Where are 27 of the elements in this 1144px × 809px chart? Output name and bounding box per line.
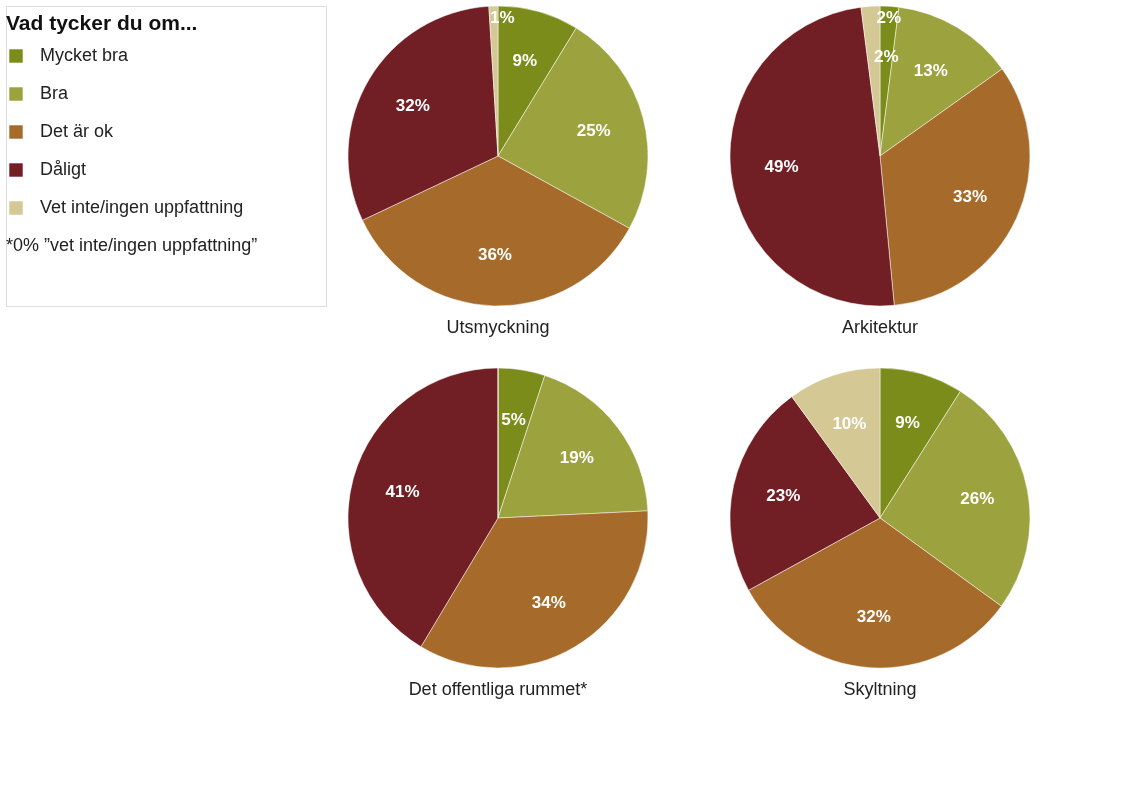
data-label: 9%	[512, 50, 538, 70]
data-label: 36%	[477, 244, 512, 264]
text: Skyltning	[843, 679, 917, 699]
text: Utsmyckning	[446, 317, 550, 337]
text: *0% ”vet inte/ingen uppfattning”	[6, 235, 258, 255]
data-label: 9%	[895, 412, 920, 432]
data-label: 23%	[766, 486, 801, 506]
data-label: 25%	[576, 120, 611, 140]
data-label: 19%	[559, 448, 594, 468]
legend-label: Det är ok	[40, 121, 115, 141]
data-label: 26%	[960, 489, 995, 509]
text: Arkitektur	[841, 317, 919, 337]
legend-label: Bra	[40, 83, 69, 103]
data-label: 41%	[385, 481, 420, 501]
data-label: 32%	[395, 95, 430, 115]
data-label: 32%	[856, 606, 891, 626]
legend-label: Dåligt	[40, 159, 87, 179]
data-label: 13%	[913, 61, 948, 81]
data-label: 34%	[531, 592, 566, 612]
data-label: 5%	[501, 410, 526, 430]
legend-label: Vet inte/ingen uppfattning	[40, 197, 244, 217]
legend-title: Vad tycker du om...	[6, 11, 198, 34]
data-label: 49%	[764, 156, 799, 176]
data-label: 10%	[832, 413, 867, 433]
legend-label: Mycket bra	[40, 45, 130, 65]
data-label: 33%	[953, 187, 988, 207]
text: Det offentliga rummet*	[408, 679, 588, 699]
